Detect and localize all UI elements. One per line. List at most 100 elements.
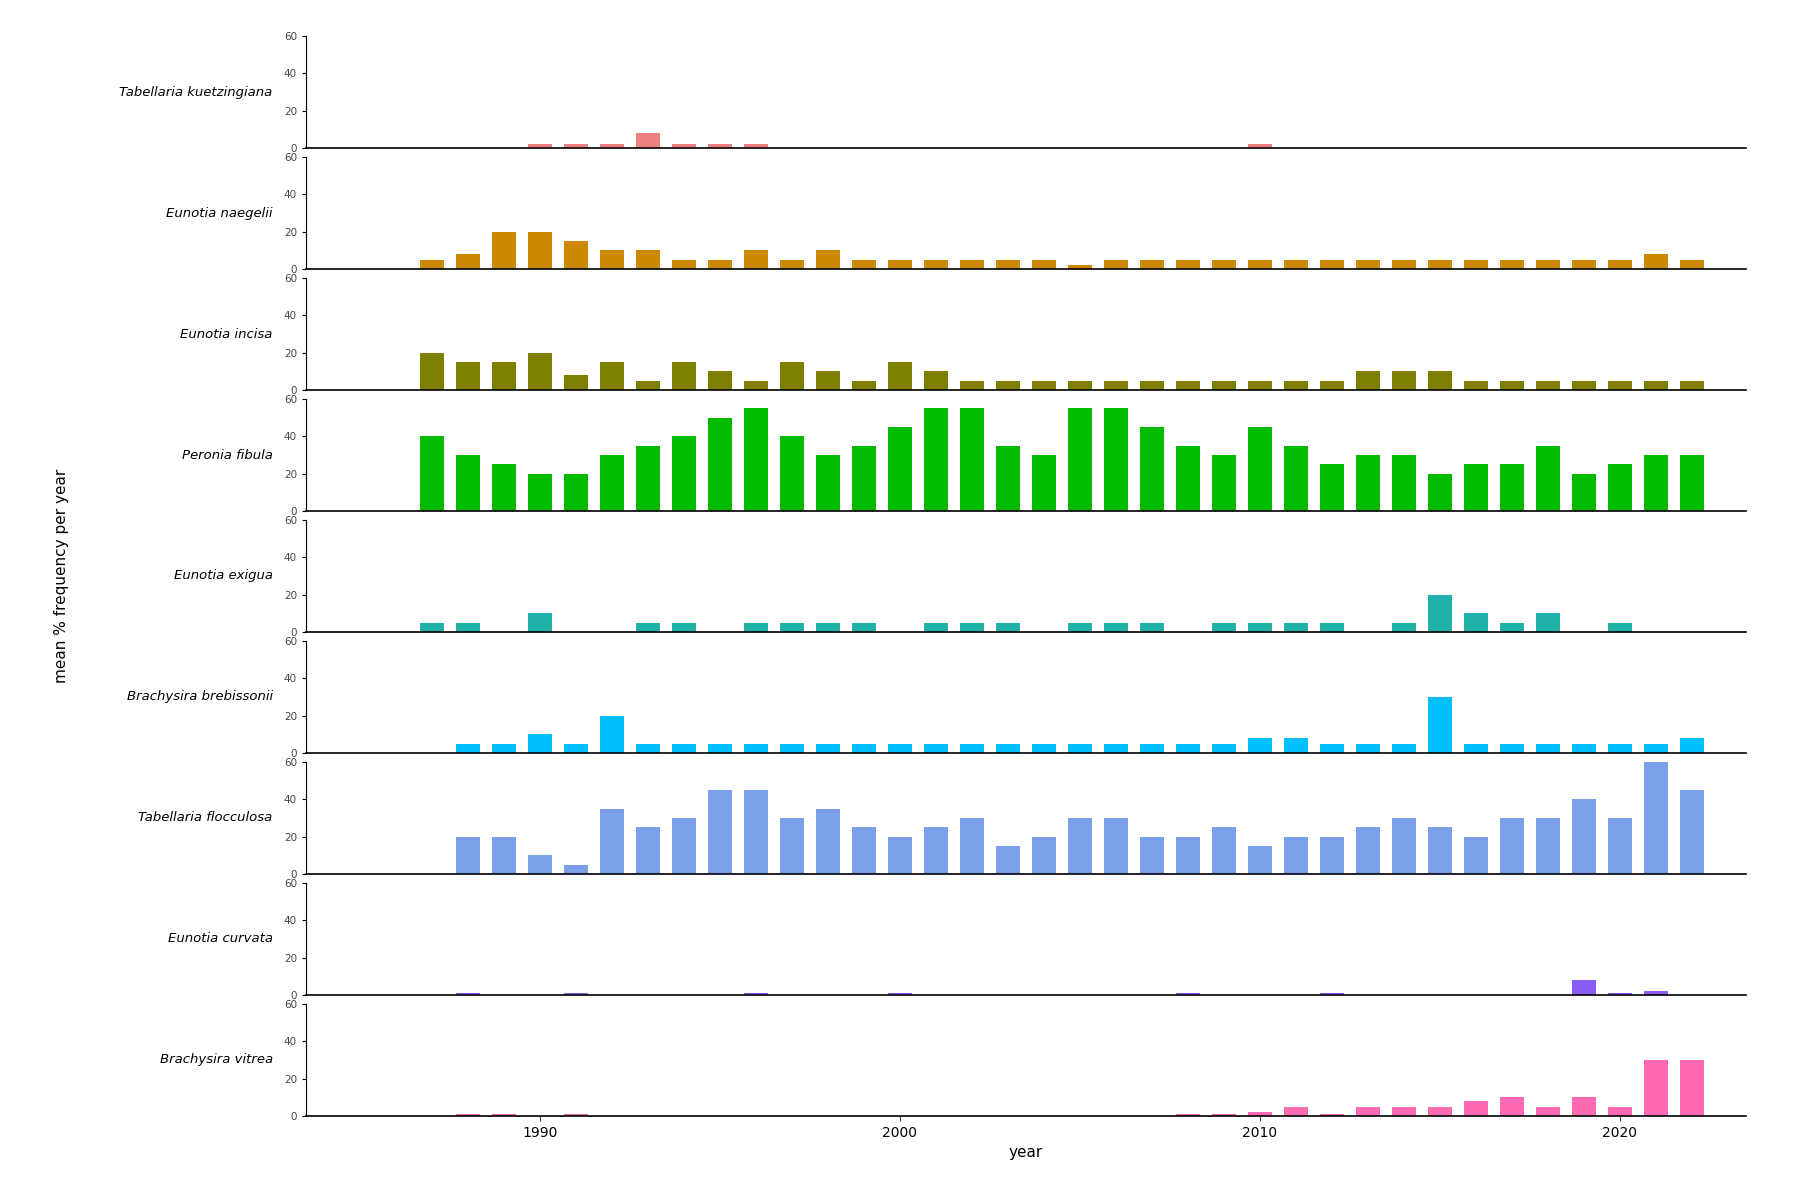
Bar [1139, 623, 1163, 632]
Bar [707, 144, 731, 148]
Bar [419, 623, 443, 632]
Bar [1175, 259, 1199, 269]
Bar [1319, 380, 1343, 390]
Bar [707, 418, 731, 511]
Bar [527, 232, 551, 269]
Bar [1643, 991, 1667, 995]
Bar [455, 744, 479, 754]
Bar [1607, 380, 1631, 390]
Bar [1319, 623, 1343, 632]
Bar [815, 744, 839, 754]
Bar [455, 254, 479, 269]
Bar [635, 623, 659, 632]
Bar [1103, 408, 1127, 511]
Bar [1247, 1112, 1271, 1116]
Bar [887, 994, 911, 995]
Bar [1571, 799, 1595, 874]
Bar [419, 259, 443, 269]
Bar [779, 437, 803, 511]
Bar [1031, 455, 1055, 511]
Bar [1175, 445, 1199, 511]
Bar [1391, 371, 1415, 390]
Bar [491, 1114, 515, 1116]
Bar [635, 251, 659, 269]
Bar [1463, 1102, 1487, 1116]
Bar [707, 744, 731, 754]
Bar [1463, 464, 1487, 511]
Bar [563, 1114, 587, 1116]
Bar [1319, 464, 1343, 511]
Bar [1499, 380, 1523, 390]
Bar [1679, 1060, 1703, 1116]
Bar [671, 818, 695, 874]
Bar [1319, 744, 1343, 754]
Bar [563, 376, 587, 390]
Bar [959, 818, 983, 874]
Bar [671, 437, 695, 511]
Bar [419, 353, 443, 390]
Bar [1679, 259, 1703, 269]
Bar [1211, 1114, 1235, 1116]
Bar [1427, 259, 1451, 269]
Bar [1643, 254, 1667, 269]
Bar [1211, 380, 1235, 390]
Bar [815, 455, 839, 511]
Bar [779, 623, 803, 632]
Text: mean % frequency per year: mean % frequency per year [54, 469, 68, 683]
Bar [1679, 738, 1703, 754]
Bar [563, 144, 587, 148]
Bar [779, 362, 803, 390]
Bar [1499, 623, 1523, 632]
Bar [959, 744, 983, 754]
Bar [1499, 259, 1523, 269]
Bar [1463, 259, 1487, 269]
Bar [1355, 827, 1379, 874]
Y-axis label: Eunotia curvata: Eunotia curvata [167, 932, 274, 946]
Bar [1355, 259, 1379, 269]
Bar [1103, 259, 1127, 269]
Bar [491, 464, 515, 511]
Bar [851, 744, 875, 754]
Bar [779, 818, 803, 874]
Bar [671, 362, 695, 390]
Bar [1571, 980, 1595, 995]
Bar [1535, 744, 1559, 754]
Bar [1463, 380, 1487, 390]
Bar [1535, 1106, 1559, 1116]
Bar [1643, 744, 1667, 754]
Bar [1355, 1106, 1379, 1116]
Bar [491, 362, 515, 390]
Bar [455, 362, 479, 390]
Bar [743, 380, 767, 390]
Bar [1391, 1106, 1415, 1116]
Bar [887, 744, 911, 754]
Bar [743, 144, 767, 148]
Bar [1535, 445, 1559, 511]
Bar [1211, 827, 1235, 874]
Bar [1463, 836, 1487, 874]
Bar [671, 744, 695, 754]
Bar [743, 790, 767, 874]
Bar [707, 790, 731, 874]
Bar [1067, 623, 1091, 632]
Bar [1427, 697, 1451, 754]
Bar [1283, 380, 1307, 390]
Bar [635, 380, 659, 390]
Bar [1283, 1106, 1307, 1116]
Bar [1067, 265, 1091, 269]
Bar [455, 623, 479, 632]
Bar [599, 144, 623, 148]
Bar [1175, 744, 1199, 754]
Bar [851, 623, 875, 632]
Bar [1427, 1106, 1451, 1116]
Bar [563, 241, 587, 269]
Bar [1535, 259, 1559, 269]
Bar [1211, 744, 1235, 754]
Y-axis label: Peronia fibula: Peronia fibula [182, 449, 274, 462]
Bar [1607, 994, 1631, 995]
Bar [1571, 1097, 1595, 1116]
Bar [1031, 744, 1055, 754]
Bar [1247, 144, 1271, 148]
Bar [995, 846, 1019, 874]
Bar [779, 744, 803, 754]
